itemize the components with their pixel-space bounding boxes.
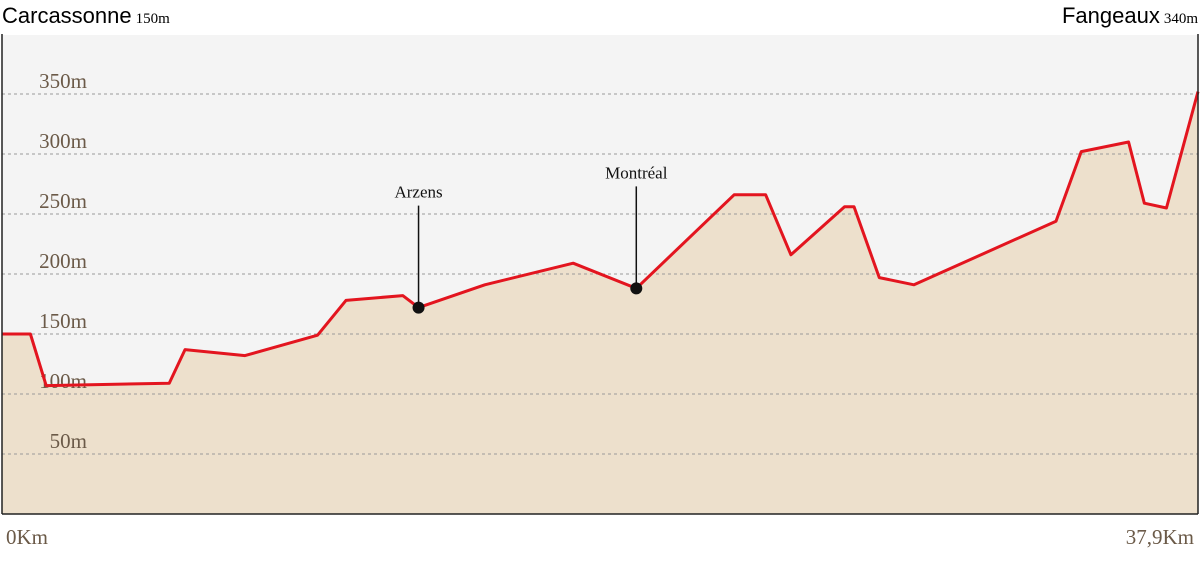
annotation-label: Arzens [394,183,442,202]
y-tick-label: 200m [39,249,87,273]
start-elevation: 150m [136,11,171,27]
x-tick-label: 0Km [6,525,48,549]
y-tick-label: 300m [39,129,87,153]
end-elevation: 340m [1164,11,1199,27]
area-fill [2,91,1198,514]
elevation-line [2,91,1200,388]
end-name: Fangeaux [1062,3,1160,28]
y-tick-label: 250m [39,189,87,213]
start-label: Carcassonne 150m [2,3,170,28]
end-label: Fangeaux 340m [1062,3,1198,28]
y-tick-label: 150m [39,309,87,333]
x-tick-label: 37,9Km [1126,525,1194,549]
y-tick-label: 350m [39,69,87,93]
annotation-marker [412,301,425,314]
annotation-label: Montréal [605,163,668,182]
start-name: Carcassonne [2,3,132,28]
y-tick-label: 100m [39,369,87,393]
y-tick-label: 50m [50,429,87,453]
annotation-marker [630,282,643,295]
